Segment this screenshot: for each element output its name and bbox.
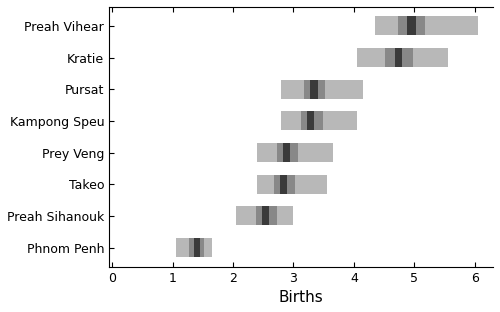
Bar bbox=[386, 48, 413, 67]
Bar bbox=[194, 238, 200, 257]
Bar bbox=[276, 143, 298, 162]
Bar bbox=[257, 143, 333, 162]
X-axis label: Births: Births bbox=[278, 290, 324, 305]
Bar bbox=[257, 175, 327, 194]
Bar bbox=[304, 80, 325, 99]
Bar bbox=[407, 17, 416, 36]
Bar bbox=[398, 17, 425, 36]
Bar bbox=[301, 111, 322, 130]
Bar bbox=[395, 48, 402, 67]
Bar bbox=[280, 175, 287, 194]
Bar bbox=[282, 80, 363, 99]
Bar bbox=[282, 143, 290, 162]
Bar bbox=[310, 80, 318, 99]
Bar bbox=[274, 175, 294, 194]
Bar bbox=[262, 207, 270, 226]
Bar bbox=[256, 207, 276, 226]
Bar bbox=[357, 48, 448, 67]
Bar bbox=[190, 238, 204, 257]
Bar bbox=[307, 111, 314, 130]
Bar bbox=[282, 111, 357, 130]
Bar bbox=[236, 207, 294, 226]
Bar bbox=[176, 238, 212, 257]
Bar bbox=[375, 17, 478, 36]
